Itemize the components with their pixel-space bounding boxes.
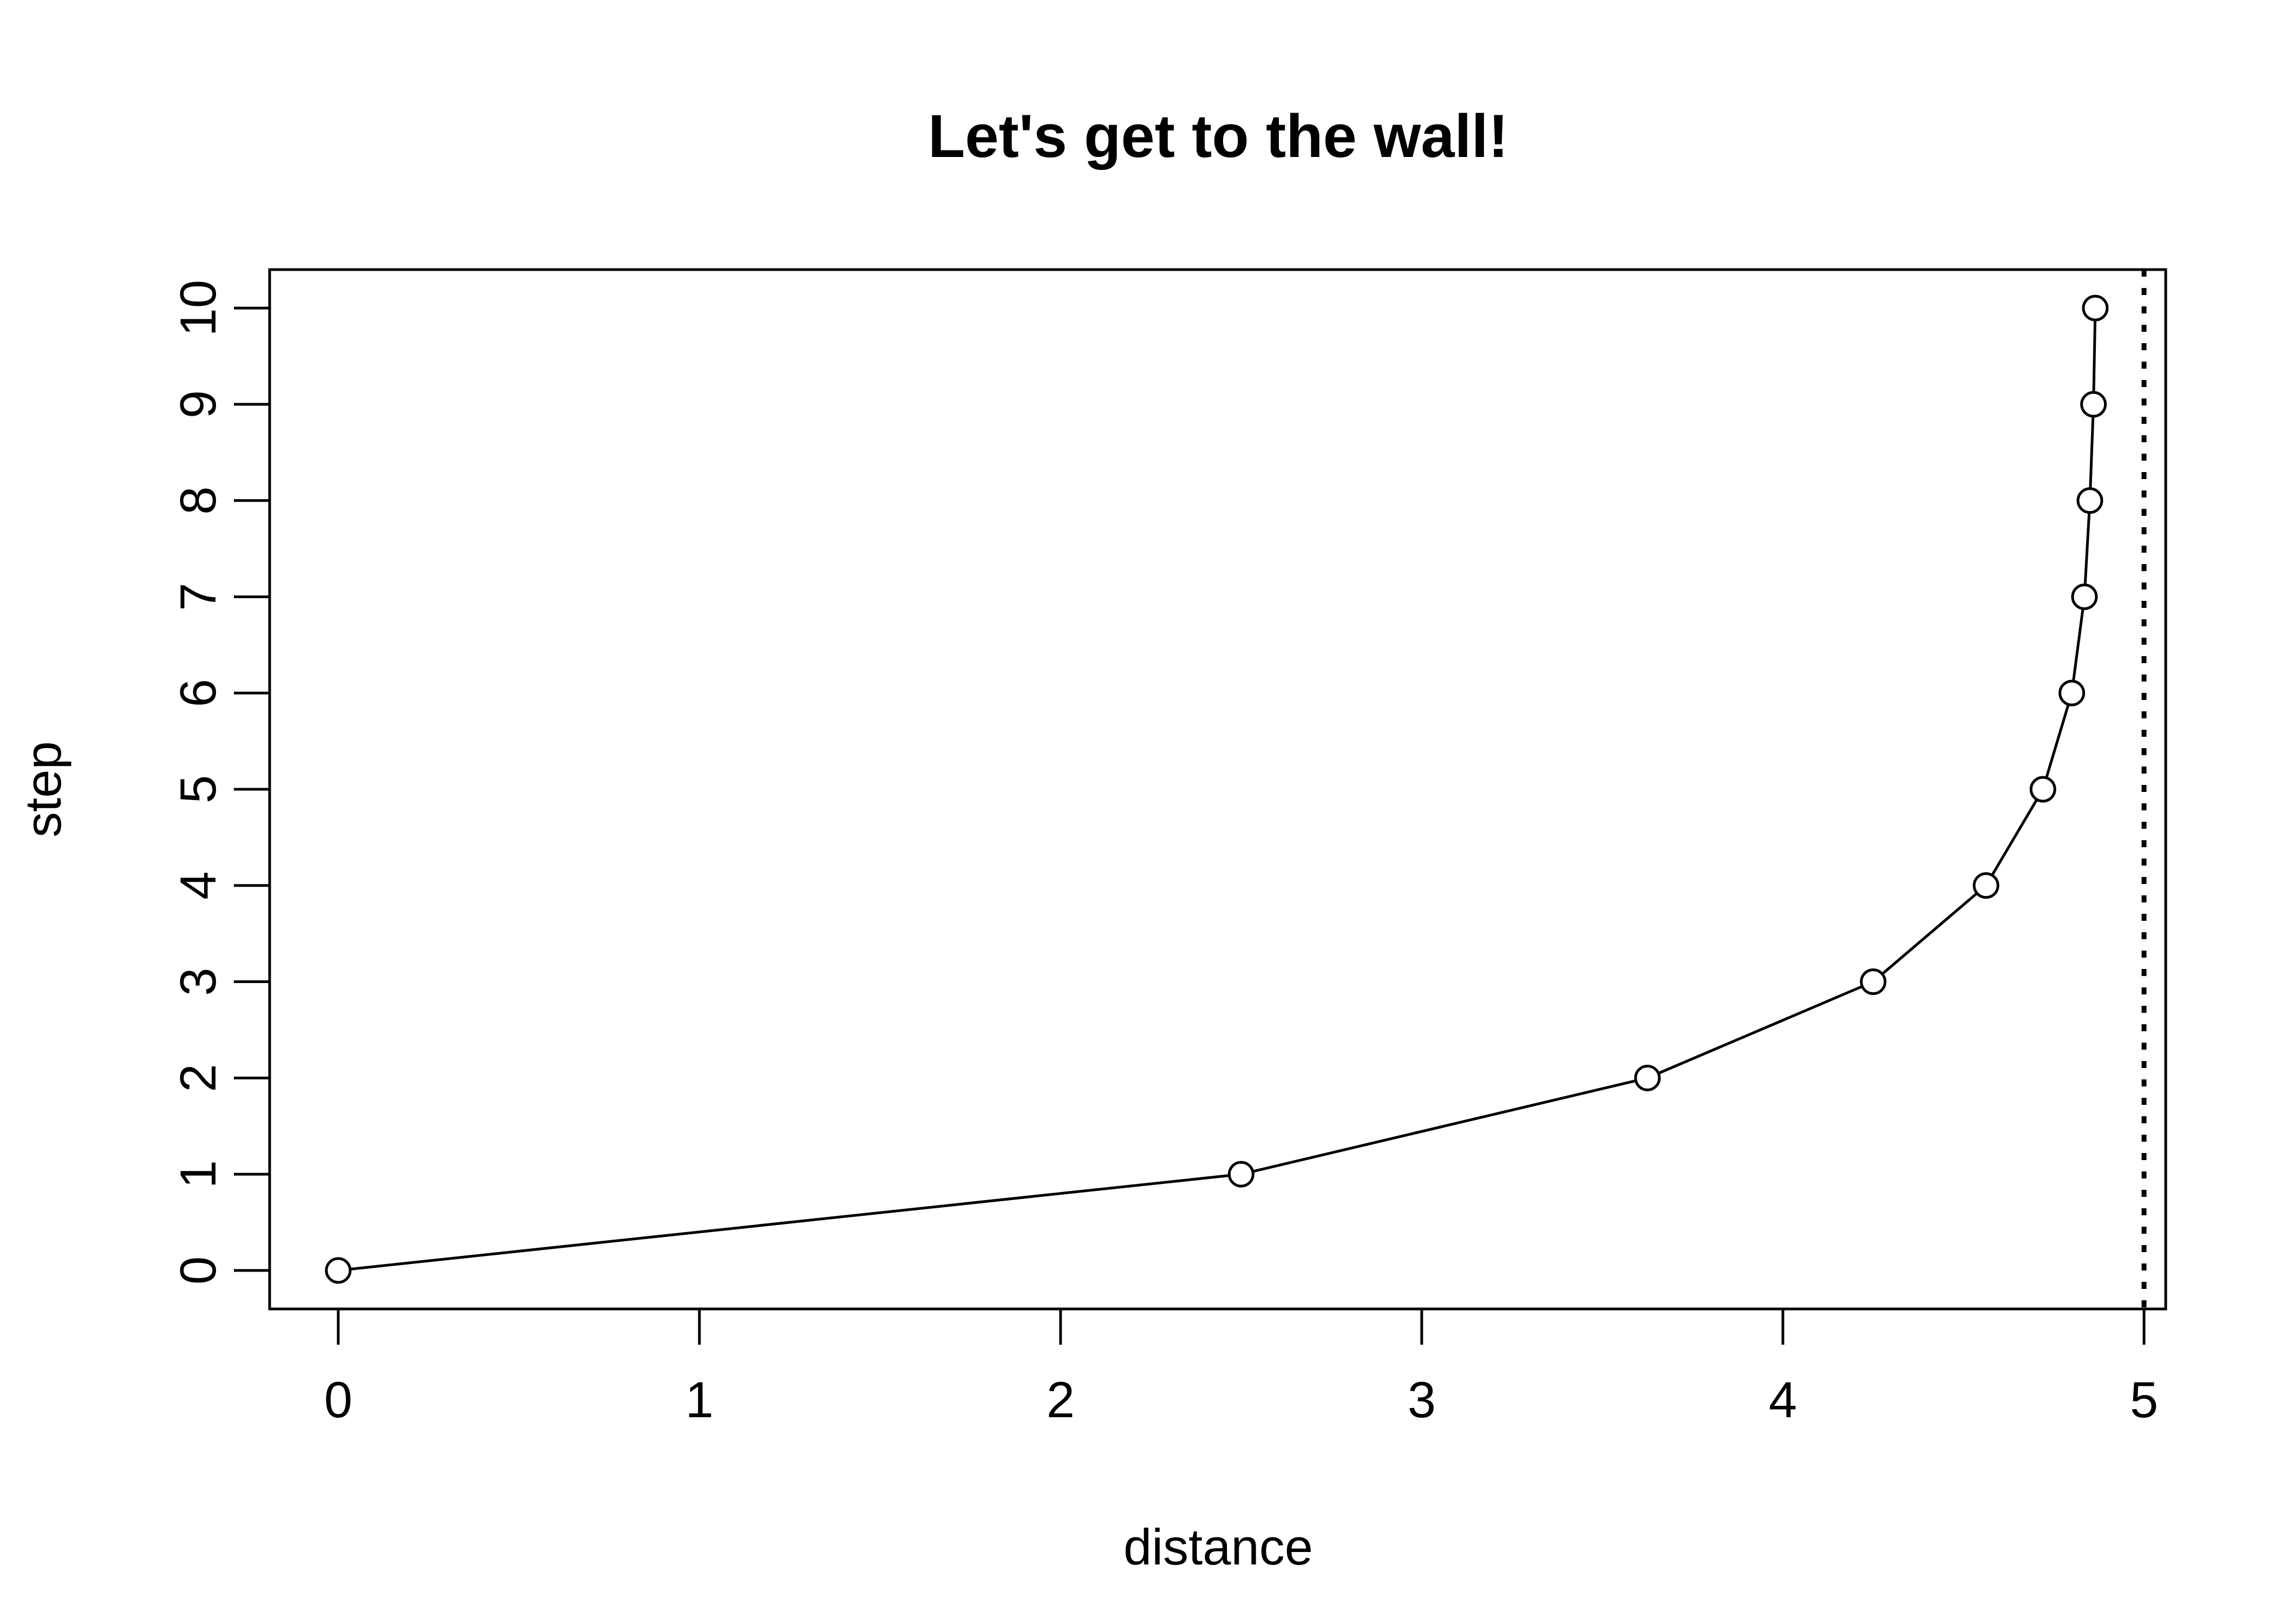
y-tick-label-10: 10 [169,280,226,337]
x-tick-label-0: 0 [324,1371,352,1428]
plot-content [325,270,2147,1309]
x-tick-label-2: 2 [1047,1371,1075,1428]
y-tick-label-1: 1 [169,1160,226,1188]
y-tick-label-0: 0 [169,1256,226,1285]
data-point-10 [2082,294,2109,322]
x-tick-label-4: 4 [1769,1371,1797,1428]
y-tick-label-2: 2 [169,1064,226,1092]
y-tick-label-8: 8 [169,487,226,515]
y-tick-label-6: 6 [169,679,226,707]
data-point-5 [2029,776,2056,803]
data-point-9 [2080,391,2107,418]
y-tick-label-7: 7 [169,582,226,611]
series-line-0 [338,308,2097,1272]
data-point-2 [1634,1064,1661,1091]
y-tick-label-4: 4 [169,872,226,900]
x-tick-label-3: 3 [1408,1371,1436,1428]
chart-title: Let's get to the wall! [928,102,1508,170]
y-tick-label-5: 5 [169,775,226,803]
data-point-6 [2059,679,2086,706]
plot-frame [268,268,2167,1311]
data-point-3 [1860,968,1887,996]
x-axis-label: distance [1123,1518,1313,1575]
y-tick-label-9: 9 [169,390,226,418]
y-axis-label: step [15,741,71,837]
x-axis: 0 1 2 3 4 5 [324,1307,2158,1428]
data-point-4 [1972,872,1999,899]
data-point-1 [1227,1161,1254,1188]
data-point-0 [325,1257,352,1284]
y-tick-label-3: 3 [169,967,226,996]
x-tick-label-1: 1 [685,1371,714,1428]
data-point-7 [2071,583,2098,610]
data-point-8 [2076,487,2103,514]
x-tick-label-5: 5 [2130,1371,2158,1428]
y-axis: 0 1 2 3 4 5 6 7 8 9 10 [169,280,271,1285]
